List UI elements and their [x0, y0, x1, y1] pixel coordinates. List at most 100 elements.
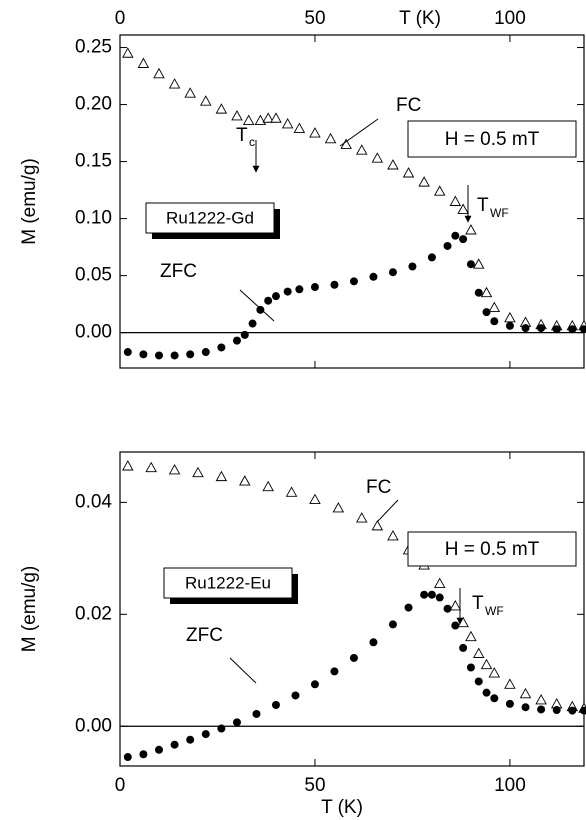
y-axis-label: M (emu/g) [19, 566, 40, 653]
wf-label: T [477, 195, 489, 216]
y-tick-label: 0.04 [75, 491, 112, 512]
fc-point [433, 577, 446, 588]
x-tick-label: 100 [494, 8, 526, 29]
zfc-point [490, 694, 499, 703]
fc-point [242, 114, 255, 125]
zfc-point [186, 735, 195, 744]
fc-point [504, 311, 516, 323]
x-tick-label: 0 [115, 8, 126, 29]
fc-point [355, 144, 368, 155]
zfc-point [232, 718, 241, 727]
zfc-point [170, 351, 179, 360]
zfc-point [271, 292, 280, 301]
annotations-top: T c FC H = 0.5 mT Ru1222-Gd ZFC T WF [145, 95, 577, 322]
y-tick-label: 0.10 [75, 208, 112, 229]
fc-point [184, 87, 196, 98]
fc-point [449, 195, 462, 206]
fc-point [215, 470, 228, 482]
y-tick-label: 0.05 [75, 265, 112, 286]
zfc-point [490, 317, 499, 326]
zfc-point [271, 700, 280, 709]
plot-frame [119, 34, 585, 369]
field-label: H = 0.5 mT [445, 539, 540, 560]
zfc-point [369, 638, 378, 647]
zfc-pointer [229, 657, 257, 684]
zfc-point [369, 272, 378, 281]
plot-frame [119, 451, 585, 767]
zfc-point [310, 283, 319, 292]
zfc-point [283, 287, 292, 296]
zfc-point [568, 706, 577, 715]
fc-point [355, 512, 368, 523]
wf-sub: WF [490, 206, 509, 220]
zfc-point [552, 706, 561, 715]
y-axis-label: M (emu/g) [19, 158, 40, 245]
zfc-point [568, 325, 577, 334]
fc-point [402, 167, 415, 178]
zfc-point [248, 319, 257, 328]
fc-point [168, 78, 181, 89]
y-tick-label: 0.00 [75, 715, 112, 736]
zfc-point [474, 677, 483, 686]
zfc-point [537, 324, 546, 333]
fc-point [418, 176, 430, 187]
fc-point [472, 258, 485, 269]
y-tick-label: 0.20 [75, 94, 112, 115]
zfc-point [201, 348, 210, 357]
fc-point [215, 103, 228, 114]
fc-point [488, 301, 501, 313]
zfc-point [443, 604, 452, 613]
field-box [407, 120, 577, 158]
fc-point [168, 463, 181, 475]
x-tick-label: 0 [115, 775, 126, 796]
zfc-point [466, 663, 475, 672]
zfc-point [349, 653, 358, 662]
y-tick-label: 0.02 [75, 603, 112, 624]
zfc-point [459, 643, 468, 652]
zfc-point [240, 330, 249, 339]
y-tick-label: 0.15 [75, 151, 112, 172]
fc-point [449, 599, 462, 611]
fc-point [433, 185, 446, 196]
x-tick-label: 100 [494, 775, 526, 796]
zfc-point [139, 350, 148, 359]
zfc-point [232, 336, 241, 345]
zfc-label: ZFC [160, 261, 197, 282]
fc-point [309, 127, 321, 138]
fc-point [270, 112, 282, 123]
zfc-point [154, 351, 163, 360]
zfc-point [404, 603, 413, 612]
zfc-point [217, 724, 226, 733]
field-box [407, 531, 577, 567]
zfc-pointer [239, 289, 275, 322]
fc-point [519, 687, 532, 699]
fc-point [262, 480, 274, 492]
zfc-point [310, 680, 319, 689]
fc-point [239, 475, 251, 486]
zfc-point [427, 590, 436, 599]
fc-point [387, 530, 399, 541]
zfc-point [388, 268, 397, 277]
fc-point [480, 658, 493, 670]
fc-point [293, 122, 306, 133]
y-tick-label: 0.25 [75, 37, 112, 58]
fc-point [309, 493, 321, 505]
zfc-point [521, 703, 530, 712]
fc-point [192, 466, 204, 478]
zfc-point [388, 620, 397, 629]
fc-point [137, 57, 150, 68]
zfc-point [349, 277, 358, 286]
zfc-point [295, 285, 304, 294]
zfc-point [330, 667, 339, 676]
zfc-point [451, 621, 460, 630]
sample-label: Ru1222-Eu [185, 573, 271, 592]
fc-point [504, 678, 516, 689]
fc-point [285, 486, 298, 497]
x-axis-label: T (K) [321, 797, 363, 818]
fc-point [488, 667, 501, 678]
fc-point [231, 110, 243, 121]
fc-label: FC [396, 95, 421, 116]
fc-point [145, 461, 157, 473]
zfc-point [170, 740, 179, 749]
